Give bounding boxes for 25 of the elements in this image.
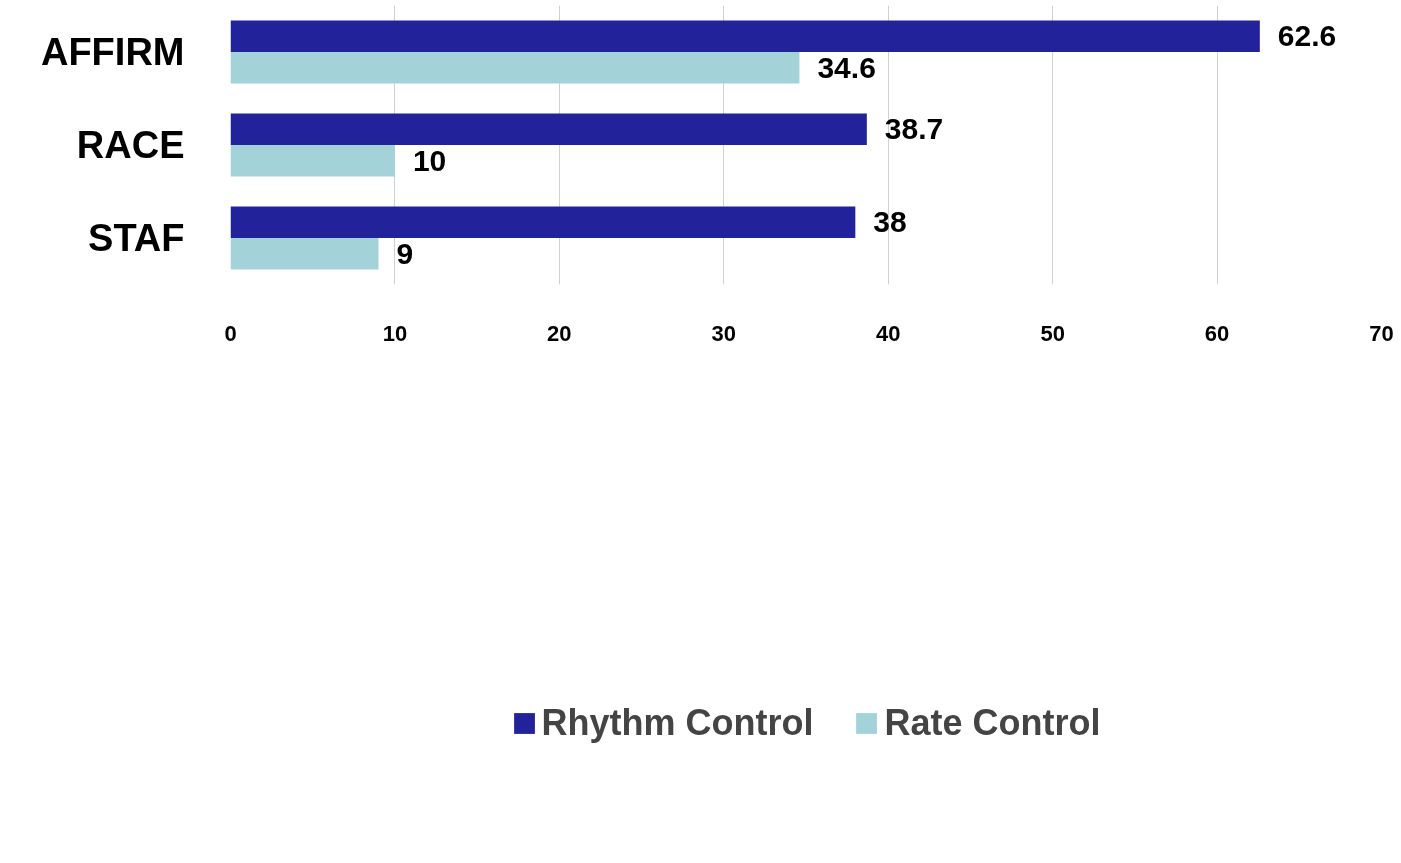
x-tick-label: 10	[382, 320, 408, 346]
data-label: 62.6	[1277, 19, 1337, 53]
bar	[230, 20, 1260, 52]
data-label: 9	[396, 236, 414, 270]
data-label: 10	[412, 143, 447, 177]
data-label: 38.7	[884, 112, 944, 146]
bar	[230, 113, 867, 145]
legend-label: Rate Control	[884, 701, 1101, 744]
bar	[230, 145, 395, 177]
legend-label: Rhythm Control	[541, 701, 814, 744]
x-tick-label: 30	[711, 320, 737, 346]
data-label: 34.6	[817, 50, 876, 84]
y-tick-label: STAF	[88, 217, 185, 259]
bar	[230, 238, 379, 270]
y-tick-label: AFFIRM	[40, 31, 185, 73]
bar	[230, 52, 800, 84]
x-tick-label: 50	[1040, 320, 1065, 346]
x-tick-label: 0	[224, 320, 237, 346]
x-tick-label: 20	[547, 320, 572, 346]
data-label: 38	[873, 205, 907, 239]
x-tick-label: 60	[1204, 320, 1230, 346]
y-tick-label: RACE	[76, 124, 185, 166]
x-tick-label: 70	[1369, 320, 1394, 346]
x-tick-label: 40	[875, 320, 901, 346]
bar	[230, 206, 856, 238]
